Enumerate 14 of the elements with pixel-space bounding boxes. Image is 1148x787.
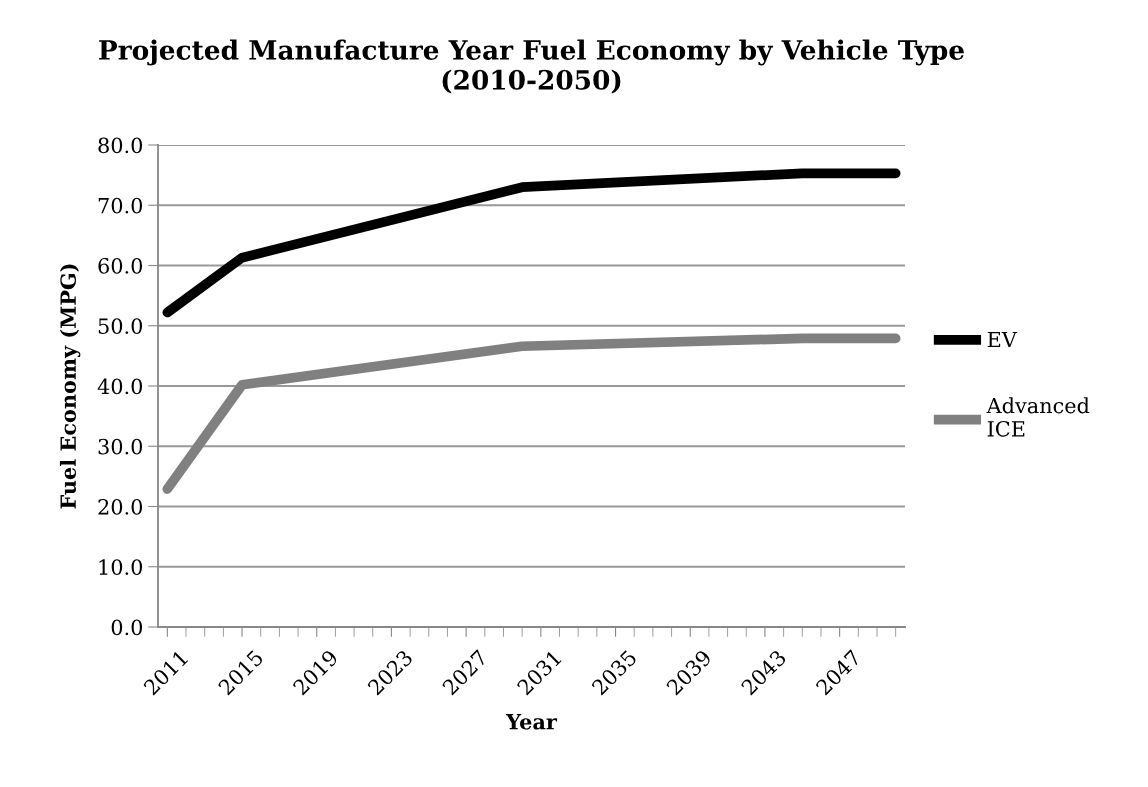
y-tick-label: 30.0: [98, 438, 143, 455]
chart-title: Projected Manufacture Year Fuel Economy by Vehicle Type (2010-2050): [99, 39, 964, 94]
legend-label: Advanced ICE: [986, 397, 1090, 437]
y-tick-label: 70.0: [98, 197, 143, 214]
y-tick-label: 50.0: [98, 318, 143, 334]
y-tick-label: 20.0: [98, 498, 143, 515]
y-tick-label: 10.0: [99, 559, 143, 575]
y-tick-label: 80.0: [98, 137, 143, 154]
y-axis-title: Fuel Economy (MPG): [59, 264, 81, 509]
y-tick-label: 0.0: [111, 619, 143, 636]
y-tick-label: 60.0: [98, 257, 143, 274]
y-tick-label: 40.0: [97, 378, 143, 395]
legend-label: EV: [987, 331, 1018, 348]
x-axis-title: Year: [505, 714, 558, 730]
